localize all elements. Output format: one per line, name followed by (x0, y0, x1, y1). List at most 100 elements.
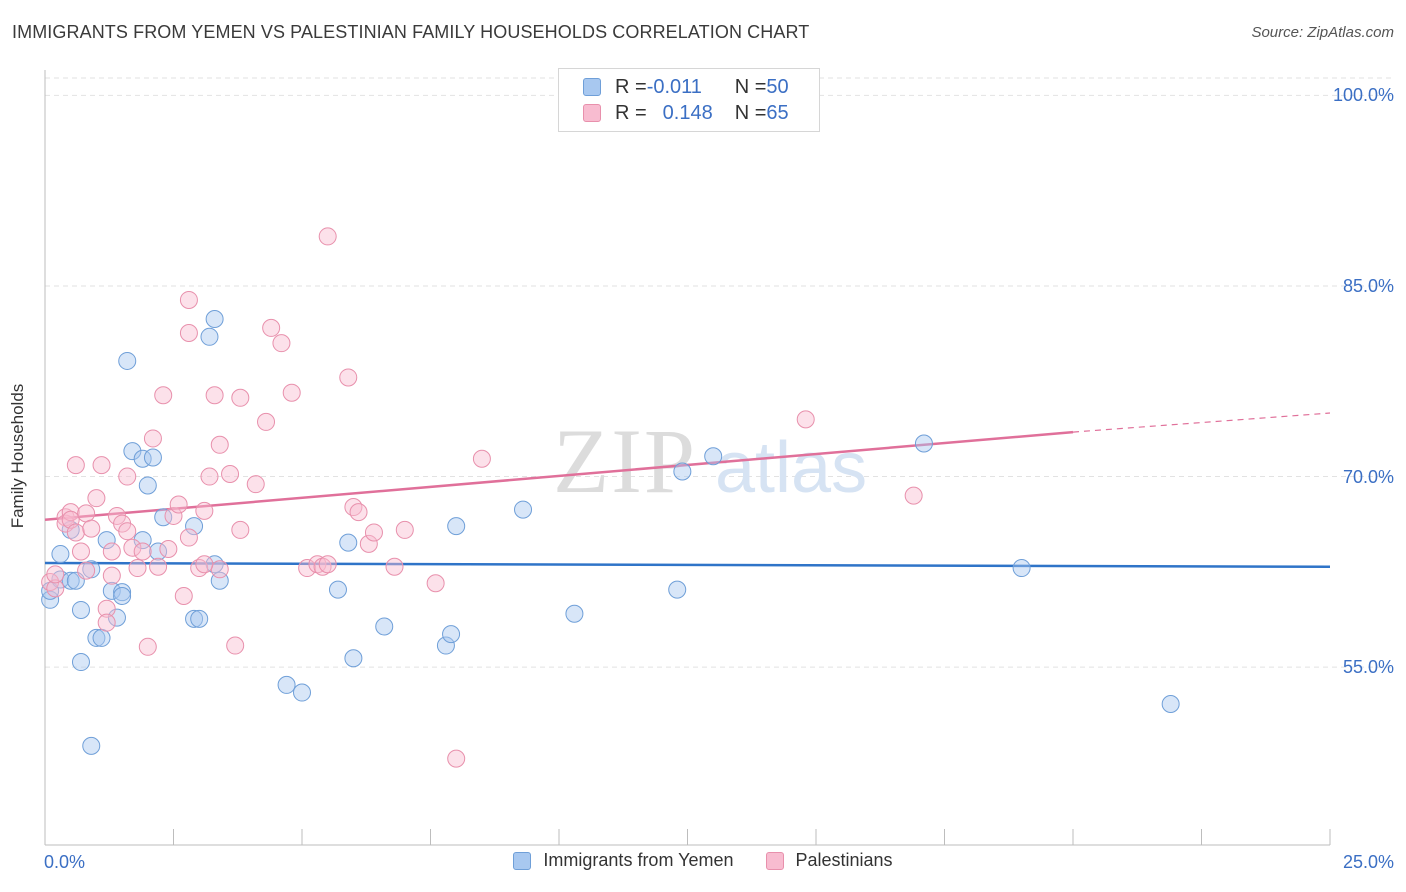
point-yemen (138, 476, 157, 495)
point-yemen (71, 653, 90, 672)
point-yemen (107, 608, 126, 627)
source-label: Source: ZipAtlas.com (1251, 24, 1394, 41)
point-palestinians (904, 486, 923, 505)
point-palestinians (82, 519, 101, 538)
point-palestinians (169, 495, 188, 514)
point-palestinians (164, 506, 183, 525)
point-palestinians (174, 586, 193, 605)
point-palestinians (257, 412, 276, 431)
legend-r-label: R = (615, 75, 647, 98)
point-palestinians (77, 504, 96, 523)
point-yemen (673, 462, 692, 481)
point-palestinians (102, 542, 121, 561)
legend-swatch-palestinians (765, 851, 784, 870)
trend-line-palestinians (44, 430, 1074, 521)
point-palestinians (231, 520, 250, 539)
point-palestinians (272, 334, 291, 353)
point-palestinians (344, 498, 363, 517)
point-palestinians (143, 429, 162, 448)
point-palestinians (77, 561, 96, 580)
legend-r-value: -0.011 (646, 75, 702, 98)
legend-r-value: 0.148 (662, 101, 713, 124)
y-tick-label: 85.0% (1342, 275, 1394, 296)
point-palestinians (205, 386, 224, 405)
point-palestinians (102, 566, 121, 585)
y-tick-label: 70.0% (1342, 466, 1394, 487)
point-palestinians (472, 449, 491, 468)
legend-row-yemen: R = -0.011 N = 50 (583, 75, 789, 99)
point-yemen (1161, 694, 1180, 713)
trend-lines (44, 412, 1331, 569)
point-yemen (123, 442, 142, 461)
point-yemen (92, 628, 111, 647)
point-palestinians (97, 599, 116, 618)
point-yemen (514, 500, 533, 519)
legend-item-yemen: Immigrants from Yemen (513, 850, 734, 871)
point-palestinians (118, 467, 137, 486)
point-yemen (277, 675, 296, 694)
point-palestinians (395, 520, 414, 539)
point-yemen (436, 636, 455, 655)
legend-swatch-yemen (583, 78, 601, 96)
legend-r-label: R = (615, 101, 647, 124)
point-yemen (200, 327, 219, 346)
legend-label-yemen: Immigrants from Yemen (543, 850, 734, 870)
data-points (41, 227, 1180, 768)
point-palestinians (210, 435, 229, 454)
point-palestinians (159, 539, 178, 558)
legend-n-label: N = (734, 101, 767, 124)
point-palestinians (66, 523, 85, 542)
point-palestinians (349, 503, 368, 522)
trend-line-extension (1072, 412, 1331, 433)
point-yemen (51, 545, 70, 564)
legend-n-value: 65 (766, 101, 789, 124)
point-palestinians (133, 542, 152, 561)
point-yemen (143, 448, 162, 467)
watermark-atlas: atlas (715, 428, 867, 508)
point-yemen (442, 625, 461, 644)
point-palestinians (97, 613, 116, 632)
point-palestinians (92, 456, 111, 475)
point-palestinians (221, 465, 240, 484)
point-yemen (71, 600, 90, 619)
point-yemen (293, 683, 311, 702)
point-palestinians (128, 559, 147, 578)
point-palestinians (796, 410, 815, 429)
point-palestinians (339, 368, 358, 387)
point-yemen (185, 517, 204, 536)
point-palestinians (200, 467, 219, 486)
point-palestinians (364, 523, 383, 542)
x-tick-right: 25.0% (1342, 852, 1394, 872)
point-yemen (113, 586, 132, 605)
point-palestinians (195, 501, 214, 520)
x-tick-left: 0.0% (44, 852, 86, 872)
trend-line-yemen (44, 561, 1331, 569)
point-yemen (97, 531, 116, 550)
point-palestinians (298, 559, 317, 578)
point-palestinians (87, 489, 106, 508)
point-palestinians (308, 555, 327, 574)
point-yemen (205, 555, 224, 574)
point-palestinians (66, 456, 85, 475)
point-yemen (82, 736, 101, 755)
point-palestinians (179, 323, 198, 342)
watermark-zip: ZIP (553, 410, 697, 512)
legend-n-value: 50 (766, 75, 789, 98)
point-yemen (339, 533, 358, 552)
point-palestinians (313, 557, 332, 576)
chart-title: IMMIGRANTS FROM YEMEN VS PALESTINIAN FAM… (12, 22, 810, 42)
point-palestinians (210, 560, 229, 579)
point-yemen (375, 617, 394, 636)
point-palestinians (71, 542, 90, 561)
point-yemen (185, 609, 204, 628)
point-palestinians (123, 538, 142, 557)
point-yemen (61, 571, 80, 590)
point-yemen (113, 583, 132, 602)
point-yemen (149, 542, 168, 561)
y-tick-label: 100.0% (1332, 85, 1394, 106)
legend-row-palestinians: R = 0.148 N = 65 (583, 101, 789, 125)
point-palestinians (179, 290, 198, 309)
legend-label-palestinians: Palestinians (795, 850, 893, 870)
series-legend: Immigrants from Yemen Palestinians (0, 850, 1406, 871)
